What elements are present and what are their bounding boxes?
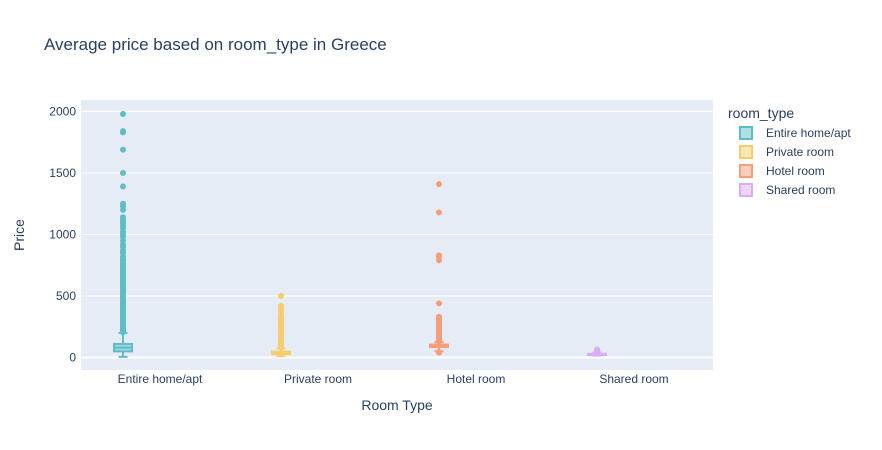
outlier-point (436, 348, 442, 355)
outlier-point (436, 313, 442, 320)
y-tick-label: 2000 (49, 105, 76, 119)
legend-label: Shared room (766, 183, 835, 197)
box-trace (429, 181, 449, 356)
y-gridlines (81, 111, 713, 359)
x-tick-label: Shared room (599, 372, 668, 386)
legend-swatch (739, 183, 753, 197)
y-axis-ticks: 0 500 1000 1500 2000 (49, 105, 76, 365)
x-tick-label: Private room (284, 372, 352, 386)
legend-item[interactable]: Hotel room (739, 164, 825, 178)
box-trace (113, 110, 133, 358)
legend-item[interactable]: Shared room (739, 183, 835, 197)
outlier-point (120, 128, 126, 135)
legend-swatch (739, 126, 753, 140)
outlier-point (436, 209, 442, 216)
outlier-point (120, 183, 126, 190)
outlier-point (436, 181, 442, 188)
legend-title: room_type (728, 105, 794, 121)
outlier-point (278, 293, 284, 299)
box-trace (271, 293, 291, 358)
outlier-point (436, 300, 442, 307)
outlier-point (436, 252, 442, 259)
y-tick-label: 1500 (49, 166, 76, 180)
legend: room_type Entire home/apt Private room Hot… (728, 105, 851, 197)
legend-label: Entire home/apt (766, 126, 851, 140)
y-tick-label: 1000 (49, 228, 76, 242)
y-axis-title: Price (11, 219, 27, 251)
x-axis-title: Room Type (361, 397, 433, 413)
y-tick-label: 500 (56, 289, 76, 303)
outlier-point (120, 170, 126, 176)
y-tick-label: 0 (69, 351, 76, 365)
x-tick-label: Hotel room (447, 372, 506, 386)
outlier-point (120, 110, 126, 117)
legend-swatch (739, 164, 753, 178)
chart-title: Average price based on room_type in Gree… (44, 35, 387, 54)
outlier-point (278, 302, 284, 309)
outlier-point (120, 214, 126, 221)
x-tick-label: Entire home/apt (118, 372, 203, 386)
box-trace (587, 346, 607, 357)
legend-label: Hotel room (766, 164, 825, 178)
legend-swatch (739, 145, 753, 159)
outlier-point (120, 200, 126, 207)
legend-item[interactable]: Entire home/apt (739, 126, 851, 140)
box-traces (113, 110, 607, 358)
x-axis-ticks: Entire home/apt Private room Hotel room Sha… (118, 372, 669, 386)
outlier-point (594, 346, 600, 353)
legend-item[interactable]: Private room (739, 145, 834, 159)
outlier-point (120, 146, 126, 153)
legend-label: Private room (766, 145, 834, 159)
